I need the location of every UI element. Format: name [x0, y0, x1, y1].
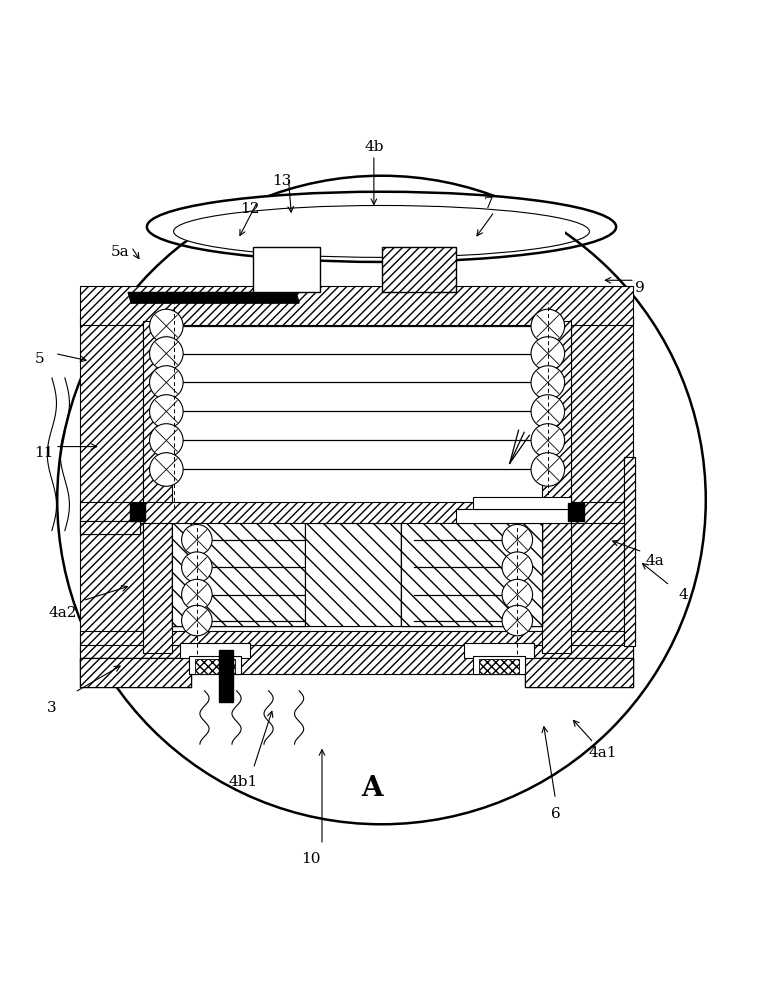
Bar [464, 643, 534, 658]
Bar [525, 658, 633, 687]
Circle shape [502, 552, 533, 582]
Bar [80, 631, 633, 662]
Bar [143, 521, 172, 653]
Text: 4b: 4b [364, 140, 384, 154]
Circle shape [57, 176, 706, 824]
Circle shape [182, 552, 212, 582]
Bar [80, 521, 140, 534]
Bar [456, 509, 571, 523]
Bar [401, 521, 542, 626]
Text: 4b1: 4b1 [228, 775, 257, 789]
Text: 4a: 4a [645, 554, 664, 568]
Circle shape [531, 395, 565, 428]
Polygon shape [305, 523, 401, 626]
Bar [143, 321, 172, 508]
Circle shape [502, 524, 533, 555]
Bar [568, 503, 584, 521]
Circle shape [150, 395, 183, 428]
Bar [195, 659, 235, 674]
Text: 5: 5 [35, 352, 44, 366]
Text: 5a: 5a [111, 245, 130, 259]
Polygon shape [128, 292, 299, 303]
Bar [130, 503, 145, 521]
Circle shape [531, 366, 565, 399]
Text: 10: 10 [301, 852, 321, 866]
Text: 6: 6 [551, 807, 560, 821]
Circle shape [531, 424, 565, 457]
Text: 3: 3 [47, 701, 56, 715]
Bar [149, 196, 565, 241]
Circle shape [150, 366, 183, 399]
Circle shape [502, 605, 533, 636]
Text: 4a2: 4a2 [48, 606, 77, 620]
Text: A: A [362, 775, 383, 802]
Bar [473, 497, 571, 509]
Bar [253, 247, 320, 292]
Circle shape [531, 453, 565, 486]
Circle shape [182, 605, 212, 636]
Circle shape [502, 579, 533, 610]
Text: 7: 7 [484, 197, 493, 211]
Bar [80, 645, 633, 674]
Circle shape [531, 337, 565, 370]
Bar [80, 521, 140, 534]
Bar [624, 457, 635, 646]
Bar [305, 523, 401, 626]
Text: 4: 4 [678, 588, 687, 602]
Text: 9: 9 [635, 281, 644, 295]
Bar [542, 521, 571, 653]
Circle shape [150, 309, 183, 343]
Text: 4a1: 4a1 [588, 746, 617, 760]
Bar [189, 656, 241, 674]
Bar [401, 521, 542, 626]
Circle shape [182, 524, 212, 555]
Bar [172, 521, 305, 626]
Bar [180, 643, 250, 658]
Text: 13: 13 [272, 174, 292, 188]
Bar [542, 321, 571, 508]
Bar [624, 457, 635, 646]
Circle shape [182, 579, 212, 610]
Bar [80, 502, 633, 523]
Circle shape [150, 424, 183, 457]
Bar [571, 317, 633, 653]
Bar [80, 658, 191, 687]
Bar [473, 656, 525, 674]
Bar [80, 317, 143, 653]
Bar [80, 286, 633, 325]
Circle shape [531, 309, 565, 343]
Bar [525, 658, 633, 687]
Circle shape [150, 453, 183, 486]
Bar [219, 650, 233, 702]
Bar [479, 659, 519, 674]
Text: 12: 12 [240, 202, 260, 216]
Bar [80, 658, 191, 687]
Text: 11: 11 [34, 446, 54, 460]
Bar [382, 247, 456, 292]
Circle shape [150, 337, 183, 370]
Bar [172, 521, 305, 626]
